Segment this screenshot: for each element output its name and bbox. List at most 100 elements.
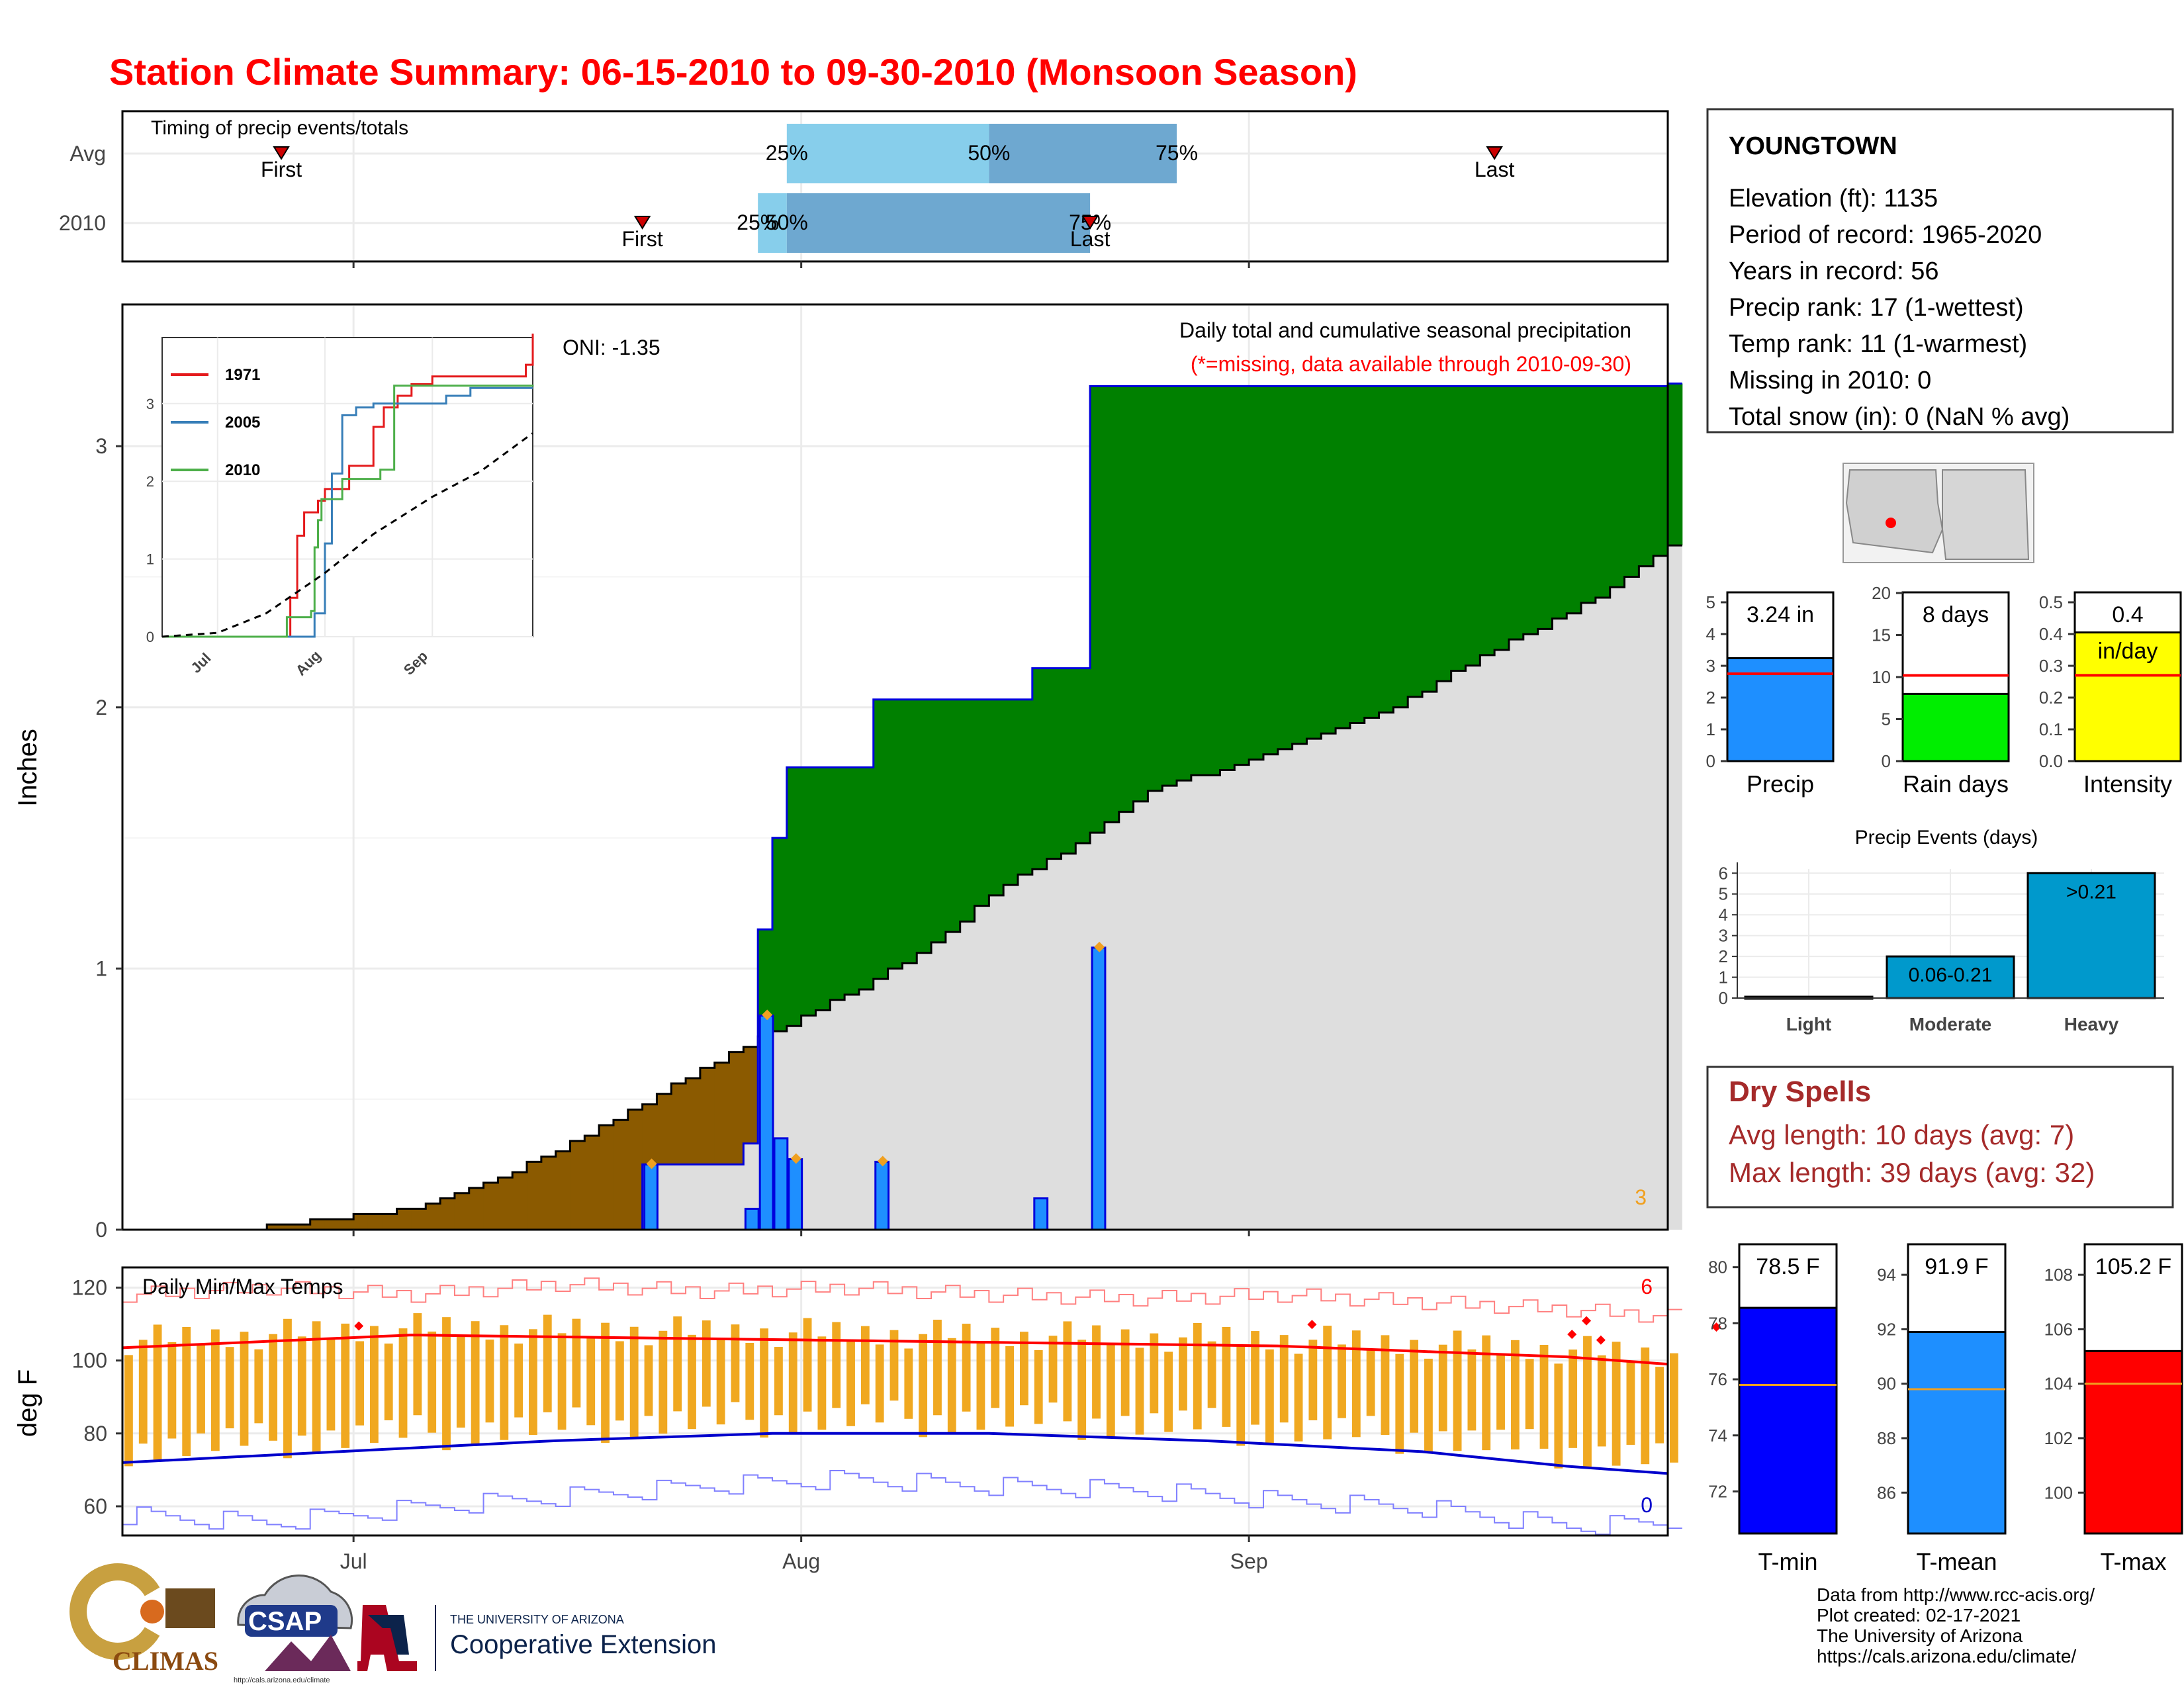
daily-temp-bar — [688, 1334, 696, 1430]
timing-panel: Avg25%50%75%FirstLast201025%50%75%FirstL… — [59, 110, 1669, 268]
surplus-area — [1104, 386, 1120, 823]
daily-temp-bar — [1496, 1354, 1505, 1430]
daily-temp-bar — [659, 1330, 668, 1434]
daily-temp-bar — [254, 1349, 263, 1424]
surplus-area — [1046, 668, 1062, 859]
daily-temp-bar — [1179, 1337, 1187, 1411]
surplus-area — [1075, 668, 1091, 843]
deficit-area — [599, 1125, 614, 1230]
daily-temp-bar — [1265, 1349, 1274, 1444]
surplus-area — [1494, 386, 1510, 650]
corner-count: 3 — [1635, 1185, 1647, 1209]
daily-temp-bar — [673, 1316, 682, 1412]
precip-total-tick-label: 3 — [1706, 656, 1715, 676]
surplus-area — [974, 699, 989, 906]
timing-marker-first — [633, 216, 651, 230]
surplus-area — [1017, 699, 1033, 875]
surplus-area — [786, 767, 802, 1027]
surplus-area — [1624, 386, 1639, 577]
event-bar — [1886, 955, 2015, 999]
station-detail-line: Period of record: 1965-2020 — [1729, 221, 2042, 249]
surplus-area — [1263, 386, 1279, 754]
climas-logo: CLIMAS — [69, 1563, 218, 1676]
station-name: YOUNGTOWN — [1729, 132, 1897, 160]
deficit-area — [657, 1093, 672, 1165]
deficit-area — [527, 1162, 542, 1230]
daily-temp-bar — [889, 1330, 899, 1401]
t-min-tick-label: 76 — [1708, 1369, 1727, 1389]
daily-temp-bar — [1236, 1345, 1246, 1446]
surplus-area — [1422, 386, 1437, 692]
record-high-marker — [1307, 1320, 1317, 1330]
surplus-area — [1653, 386, 1668, 556]
precip-y-axis-label: Inches — [13, 729, 42, 807]
inset-y-tick-label: 1 — [146, 551, 154, 568]
surplus-area — [1639, 386, 1654, 567]
climas-logo-text: CLIMAS — [113, 1646, 218, 1676]
surplus-area — [815, 767, 831, 1011]
precip-total-label: Precip — [1747, 770, 1814, 798]
page-title: Station Climate Summary: 06-15-2010 to 0… — [109, 51, 1357, 93]
daily-precip-bar — [1091, 946, 1107, 1231]
precip-y-tick-label: 0 — [95, 1218, 107, 1242]
daily-temp-bar — [557, 1333, 567, 1430]
daily-temp-bar — [1351, 1330, 1361, 1438]
daily-temp-bar — [1135, 1348, 1144, 1435]
surplus-area — [1292, 386, 1307, 745]
daily-temp-bar — [182, 1327, 191, 1456]
daily-temp-bar — [1569, 1349, 1578, 1448]
daily-temp-bar — [774, 1347, 783, 1416]
daily-temp-bar — [702, 1320, 711, 1407]
deficit-area — [627, 1109, 643, 1230]
station-detail-line: Years in record: 56 — [1729, 257, 1939, 285]
daily-temp-bar — [1294, 1353, 1303, 1441]
timing-bar-25-50 — [786, 124, 989, 183]
surplus-area — [1234, 386, 1250, 765]
timing-marker-last — [1081, 216, 1099, 230]
surplus-area — [1523, 386, 1539, 635]
daily-temp-bar — [456, 1335, 465, 1428]
daily-temp-bar — [1193, 1322, 1202, 1430]
daily-temp-bar — [716, 1338, 725, 1425]
daily-temp-bar — [1106, 1344, 1115, 1438]
daily-temp-bar — [629, 1326, 639, 1439]
daily-temp-bar — [1092, 1325, 1101, 1419]
surplus-area — [902, 699, 917, 964]
t-max-tick-label: 102 — [2044, 1428, 2073, 1448]
inset-average-line — [161, 432, 533, 638]
daily-temp-bar — [1424, 1358, 1433, 1452]
record-high-marker — [1582, 1316, 1592, 1326]
deficit-area — [512, 1172, 527, 1230]
daily-temp-bar — [1063, 1321, 1072, 1422]
credit-line: The University of Arizona — [1817, 1625, 2023, 1646]
t-min-tick-label: 74 — [1708, 1426, 1727, 1445]
daily-temp-bar — [543, 1314, 552, 1412]
daily-temp-bar — [615, 1341, 624, 1421]
timing-bar-50-75 — [786, 193, 1091, 253]
inset-legend-label: 2005 — [225, 414, 260, 432]
surplus-area — [1349, 386, 1365, 723]
precip-y-tick-label: 2 — [95, 696, 107, 719]
inset-series-line — [162, 387, 533, 638]
intensity-tick-label: 0.1 — [2039, 719, 2063, 739]
rain-days-chart: 0 5 10 15 20 8 days Rain days — [1872, 583, 2010, 798]
daily-temp-bar — [1597, 1355, 1606, 1447]
t-min-label: T-min — [1758, 1548, 1818, 1575]
intensity-tick-label: 0.2 — [2039, 688, 2063, 708]
dry-spells-max: Max length: 39 days (avg: 32) — [1729, 1157, 2095, 1188]
temp-y-tick-label: 120 — [72, 1276, 107, 1300]
deficit-area — [700, 1068, 715, 1165]
daily-temp-bar — [860, 1326, 870, 1404]
daily-temp-bar — [1670, 1353, 1678, 1463]
daily-temp-bar — [138, 1340, 148, 1444]
station-detail-line: Temp rank: 11 (1-warmest) — [1729, 330, 2027, 358]
daily-temp-bar — [1019, 1332, 1028, 1406]
surplus-area — [1451, 386, 1466, 671]
rain-days-tick-label: 15 — [1872, 625, 1891, 645]
daily-temp-bar — [745, 1342, 754, 1420]
record-high-count: 6 — [1641, 1275, 1653, 1299]
daily-temp-bar — [269, 1334, 278, 1441]
